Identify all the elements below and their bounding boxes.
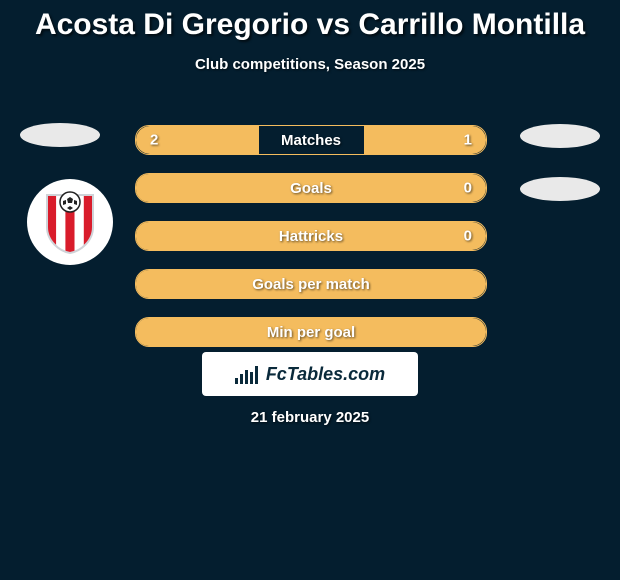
page-subtitle: Club competitions, Season 2025 bbox=[0, 56, 620, 73]
comparison-card: Acosta Di Gregorio vs Carrillo Montilla … bbox=[0, 0, 620, 580]
stat-row: 2 1 Matches bbox=[135, 125, 487, 155]
player-placeholder-ellipse bbox=[520, 124, 600, 148]
club-badge-icon bbox=[37, 189, 103, 255]
player-placeholder-ellipse bbox=[520, 177, 600, 201]
stat-label: Matches bbox=[281, 132, 341, 149]
stats-rows: 2 1 Matches 0 Goals 0 Hattricks Goals per match… bbox=[135, 125, 485, 365]
stat-value-right: 0 bbox=[464, 228, 472, 245]
bar-chart-icon bbox=[235, 364, 258, 384]
stat-row: 0 Goals bbox=[135, 173, 487, 203]
stat-label: Goals per match bbox=[252, 276, 370, 293]
page-title: Acosta Di Gregorio vs Carrillo Montilla bbox=[0, 0, 620, 42]
stat-row: Goals per match bbox=[135, 269, 487, 299]
stat-label: Hattricks bbox=[279, 228, 343, 245]
stat-label: Goals bbox=[290, 180, 332, 197]
stat-row: Min per goal bbox=[135, 317, 487, 347]
team-crest-left bbox=[27, 179, 113, 265]
stat-label: Min per goal bbox=[267, 324, 355, 341]
stat-row: 0 Hattricks bbox=[135, 221, 487, 251]
stat-value-left: 2 bbox=[150, 132, 158, 149]
stat-value-right: 1 bbox=[464, 132, 472, 149]
branding-text: FcTables.com bbox=[266, 364, 385, 385]
stat-value-right: 0 bbox=[464, 180, 472, 197]
branding-badge[interactable]: FcTables.com bbox=[202, 352, 418, 396]
footer-date: 21 february 2025 bbox=[0, 409, 620, 426]
player-placeholder-ellipse bbox=[20, 123, 100, 147]
